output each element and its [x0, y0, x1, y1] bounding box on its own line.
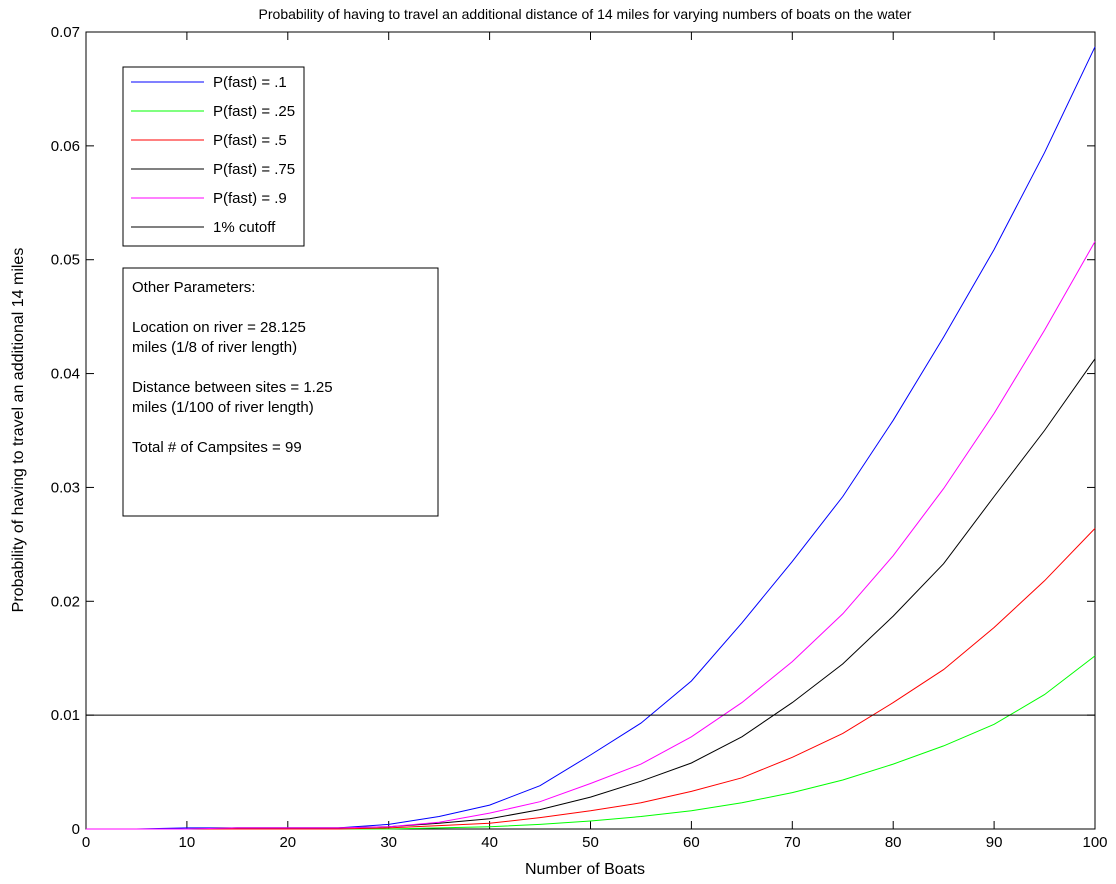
y-tick-label: 0.04	[51, 366, 80, 383]
parameters-line: Location on river = 28.125	[132, 319, 306, 336]
parameters-line: Distance between sites = 1.25	[132, 379, 333, 396]
legend-box	[122, 66, 305, 247]
series-line-2	[86, 528, 1096, 830]
x-tick-label: 20	[279, 834, 296, 851]
x-tick-label: 30	[380, 834, 397, 851]
legend-label: P(fast) = .75	[213, 161, 295, 178]
y-axis-label: Probability of having to travel an addit…	[10, 248, 27, 613]
parameters-line: miles (1/8 of river length)	[132, 339, 297, 356]
legend: P(fast) = .1 P(fast) = .25 P(fast) = .5 P(f…	[122, 66, 305, 247]
y-tick-label: 0	[72, 821, 80, 838]
legend-label: P(fast) = .5	[213, 132, 287, 149]
x-tick-label: 40	[481, 834, 498, 851]
legend-label: 1% cutoff	[213, 219, 276, 236]
y-tick-label: 0.06	[51, 138, 80, 155]
x-axis-label: Number of Boats	[525, 861, 645, 878]
x-tick-label: 60	[683, 834, 700, 851]
legend-label: P(fast) = .25	[213, 103, 295, 120]
series-line-4	[86, 241, 1096, 830]
x-tick-label: 50	[582, 834, 599, 851]
y-tick-label: 0.05	[51, 252, 80, 269]
axis-ticks: 0 10 20 30 40 50 60 70 80 90 100 0 0.01 0.02 0.03 0.04 0…	[51, 24, 1108, 851]
legend-label: P(fast) = .1	[213, 74, 287, 91]
y-tick-label: 0.03	[51, 479, 80, 496]
y-tick-label: 0.01	[51, 707, 80, 724]
chart-title: Probability of having to travel an addit…	[259, 6, 912, 22]
parameters-line: Total # of Campsites = 99	[132, 439, 302, 456]
x-tick-label: 100	[1082, 834, 1107, 851]
parameters-box-frame	[122, 267, 439, 517]
legend-label: P(fast) = .9	[213, 190, 287, 207]
y-tick-label: 0.07	[51, 24, 80, 41]
x-tick-label: 10	[179, 834, 196, 851]
x-tick-label: 0	[82, 834, 90, 851]
parameters-box: Other Parameters: Location on river = 28.…	[122, 267, 439, 517]
x-tick-label: 70	[784, 834, 801, 851]
parameters-line: miles (1/100 of river length)	[132, 399, 314, 416]
y-tick-label: 0.02	[51, 593, 80, 610]
x-tick-label: 90	[986, 834, 1003, 851]
series-layer	[86, 46, 1096, 830]
x-tick-label: 80	[885, 834, 902, 851]
parameters-line: Other Parameters:	[132, 279, 255, 296]
